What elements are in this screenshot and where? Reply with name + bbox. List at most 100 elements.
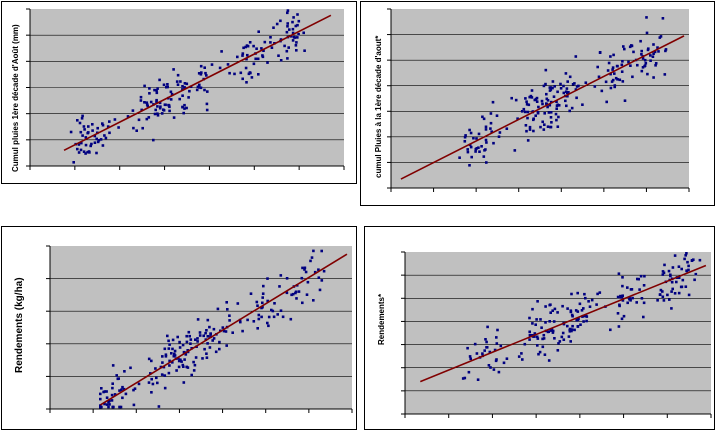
data-point: [168, 364, 171, 367]
data-point: [538, 350, 542, 354]
data-point: [661, 290, 664, 293]
data-point: [548, 103, 552, 107]
data-point: [296, 23, 299, 27]
data-point: [303, 266, 307, 270]
data-point: [643, 274, 646, 278]
data-point: [543, 353, 547, 356]
data-point: [666, 293, 669, 297]
data-point: [312, 249, 315, 253]
data-point: [168, 343, 171, 346]
data-point: [172, 354, 176, 358]
data-point: [87, 125, 90, 128]
data-point: [582, 307, 585, 310]
data-point: [499, 344, 503, 348]
data-point: [551, 309, 554, 312]
data-point: [84, 136, 88, 139]
data-point: [525, 129, 528, 133]
data-point: [542, 333, 546, 337]
data-point: [496, 328, 499, 332]
y-axis-label-1: Cumul pluies 1ère décade d'Août (mm): [11, 24, 20, 172]
data-point: [193, 363, 197, 367]
data-point: [93, 141, 97, 144]
data-point: [172, 68, 175, 71]
data-point: [159, 105, 162, 108]
data-point: [267, 324, 270, 328]
data-point: [576, 310, 580, 313]
data-point: [186, 349, 189, 352]
data-point: [181, 94, 184, 97]
data-point: [684, 254, 687, 257]
data-point: [661, 273, 665, 276]
data-point: [578, 302, 582, 306]
data-point: [528, 338, 531, 341]
data-point: [139, 99, 143, 102]
data-point: [566, 94, 569, 98]
data-point: [544, 82, 547, 86]
data-point: [643, 64, 646, 68]
data-point: [317, 268, 320, 271]
data-point: [279, 38, 283, 41]
data-point: [551, 331, 555, 334]
data-point: [184, 353, 188, 356]
data-point: [164, 353, 168, 356]
data-point: [526, 116, 529, 120]
data-point: [183, 82, 187, 85]
data-point: [525, 100, 528, 103]
data-point: [658, 293, 662, 296]
data-point: [212, 337, 216, 340]
data-point: [286, 11, 289, 15]
data-point: [165, 85, 168, 89]
data-point: [490, 130, 493, 133]
data-point: [82, 125, 86, 128]
data-point: [680, 267, 683, 271]
data-point: [166, 334, 169, 338]
data-point: [677, 265, 681, 268]
data-point: [103, 390, 107, 393]
data-point: [123, 370, 126, 373]
data-point: [115, 374, 118, 377]
data-point: [263, 40, 267, 44]
data-point: [220, 50, 223, 53]
data-point: [300, 276, 304, 280]
data-point: [285, 291, 289, 295]
data-point: [225, 344, 228, 347]
data-point: [530, 89, 534, 92]
data-point: [659, 288, 663, 292]
data-point: [252, 62, 256, 66]
data-point: [236, 55, 239, 59]
data-point: [286, 22, 289, 25]
data-point: [646, 72, 649, 76]
data-point: [475, 137, 478, 140]
data-point: [295, 49, 298, 52]
data-point: [126, 115, 130, 118]
data-point: [555, 118, 558, 122]
data-point: [195, 88, 199, 92]
regression-line: [63, 14, 332, 152]
data-point: [149, 100, 153, 104]
data-point: [568, 328, 571, 332]
data-point: [555, 107, 558, 110]
data-point: [489, 112, 493, 115]
data-point: [505, 127, 509, 130]
data-point: [150, 359, 153, 363]
data-point: [604, 80, 608, 84]
data-points: [458, 16, 668, 167]
data-point: [564, 72, 568, 75]
data-point: [535, 96, 539, 100]
data-points: [69, 9, 306, 164]
data-point: [620, 317, 624, 321]
data-point: [214, 350, 218, 354]
data-point: [556, 90, 559, 94]
data-point: [484, 138, 488, 142]
data-point: [557, 104, 561, 107]
data-point: [555, 100, 558, 103]
data-point: [286, 9, 290, 12]
data-point: [285, 277, 289, 280]
data-point: [218, 347, 221, 351]
data-point: [469, 131, 473, 135]
data-point: [657, 50, 660, 53]
data-point: [484, 128, 488, 131]
data-point: [621, 299, 625, 302]
data-point: [613, 85, 616, 89]
data-point: [549, 311, 552, 314]
